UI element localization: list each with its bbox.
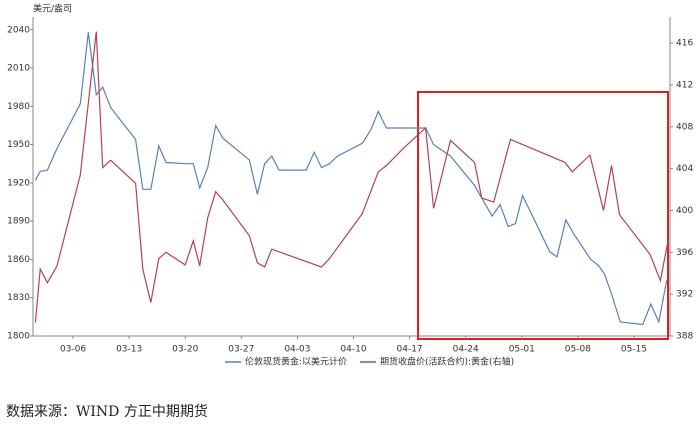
x-tick-label: 03-27 [228,345,254,355]
y2-tick-label: 404 [676,164,693,174]
y2-tick-label: 392 [676,290,693,300]
x-tick-label: 04-17 [397,345,423,355]
y-tick-label: 1800 [7,332,30,342]
x-tick-label: 05-01 [509,345,535,355]
y-axis-title: 美元/盎司 [33,3,72,15]
x-tick-label: 03-06 [60,345,86,355]
y-tick-label: 2040 [7,25,30,35]
x-tick-label: 04-10 [340,345,366,355]
y-tick-label: 1860 [7,255,30,265]
y-tick-label: 2010 [7,64,30,74]
y2-tick-label: 408 [676,122,693,132]
y2-tick-label: 400 [676,206,693,216]
legend-label: 伦敦现货黄金:以美元计价 [245,356,347,368]
legend-label: 期货收盘价(活跃合约):黄金(右轴) [380,356,514,368]
x-tick-label: 05-15 [621,345,647,355]
y-tick-label: 1920 [7,178,30,188]
y2-tick-label: 388 [676,332,693,342]
highlight-box [417,91,669,340]
y-tick-label: 1830 [7,293,30,303]
y2-tick-label: 396 [676,248,693,258]
y-tick-label: 1890 [7,217,30,227]
source-note: 数据来源：WIND 方正中期期货 [6,403,208,420]
y2-tick-label: 412 [676,80,693,90]
x-tick-label: 04-24 [453,345,479,355]
x-tick-label: 03-13 [116,345,142,355]
y2-tick-label: 416 [676,39,693,49]
x-tick-label: 04-03 [284,345,310,355]
x-tick-label: 03-20 [172,345,198,355]
y-tick-label: 1950 [7,140,30,150]
y-tick-label: 1980 [7,102,30,112]
x-tick-label: 05-08 [565,345,591,355]
series-line [34,31,669,323]
series-line [34,32,668,326]
